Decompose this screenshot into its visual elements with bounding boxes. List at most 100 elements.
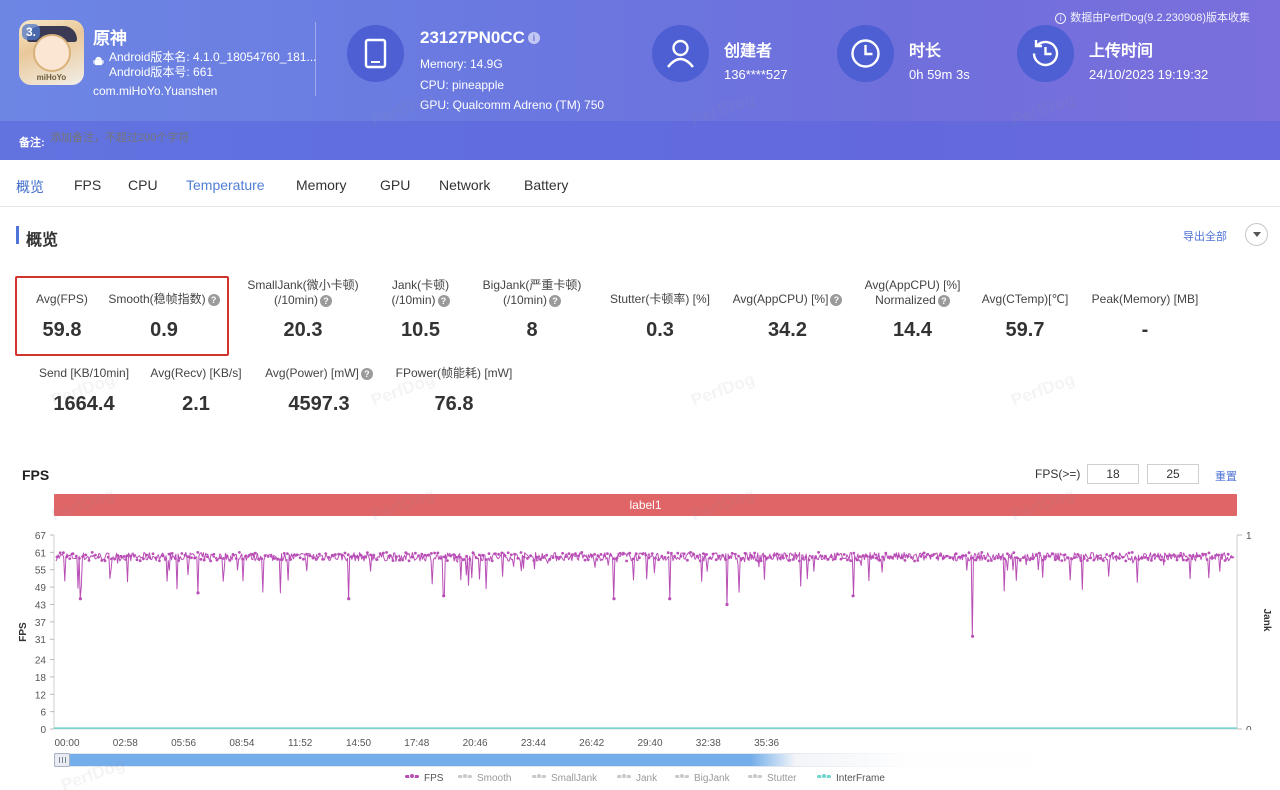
fps-point bbox=[878, 558, 881, 562]
remark-label: 备注: bbox=[19, 137, 45, 149]
legend-item-jank[interactable]: Jank bbox=[617, 773, 657, 784]
tab-overview[interactable]: 概览 bbox=[16, 179, 44, 195]
fps-point bbox=[1038, 551, 1041, 555]
fps-point bbox=[903, 559, 907, 562]
help-icon[interactable]: ? bbox=[360, 368, 373, 380]
remark-bar: 备注: bbox=[0, 121, 1280, 160]
help-icon[interactable]: ? bbox=[549, 295, 561, 307]
fps-point bbox=[292, 553, 296, 557]
timeline-scrollbar-handle[interactable] bbox=[54, 753, 70, 767]
fps-point bbox=[388, 554, 392, 558]
fps-point bbox=[100, 559, 104, 562]
fps-point bbox=[359, 553, 363, 557]
export-all-link[interactable]: 导出全部 bbox=[1183, 231, 1227, 243]
metric-label: Jank(卡顿) bbox=[391, 278, 450, 292]
tab-fps[interactable]: FPS bbox=[74, 177, 102, 193]
fps-point bbox=[1198, 554, 1201, 558]
tab-network[interactable]: Network bbox=[439, 177, 491, 193]
legend-item-bigjank[interactable]: BigJank bbox=[675, 773, 730, 784]
fps-threshold-input-1[interactable] bbox=[1087, 464, 1139, 484]
legend-label: Jank bbox=[636, 773, 658, 784]
help-icon[interactable]: ? bbox=[830, 294, 843, 306]
metric-value: 2.1 bbox=[182, 393, 210, 415]
fps-point bbox=[1204, 553, 1208, 556]
fps-point bbox=[1028, 558, 1032, 562]
x-tick-label: 20:46 bbox=[463, 738, 488, 749]
y2-tick-label: 1 bbox=[1246, 531, 1252, 542]
help-icon[interactable]: ? bbox=[207, 294, 220, 306]
fps-point bbox=[631, 557, 635, 561]
fps-point bbox=[404, 551, 408, 555]
fps-point bbox=[1092, 558, 1096, 562]
fps-point bbox=[154, 556, 158, 560]
fps-point bbox=[932, 553, 936, 556]
help-icon[interactable]: ? bbox=[437, 295, 450, 307]
timeline-scrollbar[interactable] bbox=[54, 753, 1237, 767]
metric-stutter: Stutter(卡顿率) [%] 0.3 bbox=[600, 292, 720, 342]
tab-temperature[interactable]: Temperature bbox=[186, 177, 265, 193]
fps-point bbox=[417, 554, 420, 557]
tab-battery[interactable]: Battery bbox=[524, 177, 569, 193]
fps-point bbox=[257, 557, 260, 561]
fps-point bbox=[302, 557, 305, 561]
fps-point bbox=[727, 556, 731, 560]
fps-dip-point bbox=[442, 594, 446, 598]
legend-item-interframe[interactable]: InterFrame bbox=[817, 773, 885, 784]
creator-label: 创建者 bbox=[724, 43, 773, 60]
legend-label: Stutter bbox=[767, 773, 797, 784]
fps-point bbox=[650, 552, 654, 555]
fps-point bbox=[1150, 559, 1153, 562]
help-icon[interactable]: ? bbox=[320, 295, 332, 307]
reset-link[interactable]: 重置 bbox=[1215, 471, 1237, 483]
fps-point bbox=[529, 554, 532, 557]
y-tick-label: 43 bbox=[35, 600, 47, 611]
tab-memory[interactable]: Memory bbox=[296, 177, 347, 193]
section-accent-bar bbox=[16, 226, 19, 244]
fps-point bbox=[1175, 558, 1179, 562]
fps-point bbox=[225, 554, 229, 558]
legend-item-stutter[interactable]: Stutter bbox=[748, 773, 796, 784]
fps-point bbox=[1169, 554, 1172, 557]
tab-cpu[interactable]: CPU bbox=[128, 177, 158, 193]
fps-point bbox=[641, 552, 644, 556]
app-version-block: Android版本名: 4.1.0_18054760_181... Androi… bbox=[93, 50, 316, 80]
device-info-icon[interactable]: i bbox=[527, 32, 540, 44]
fps-point bbox=[868, 555, 872, 558]
collapse-button[interactable] bbox=[1245, 223, 1268, 246]
y-tick-label: 67 bbox=[35, 531, 47, 542]
fps-point bbox=[183, 553, 187, 557]
fps-point bbox=[1082, 557, 1086, 560]
fps-point bbox=[462, 558, 465, 562]
fps-point bbox=[407, 559, 411, 563]
fps-point bbox=[519, 551, 523, 554]
help-icon[interactable]: ? bbox=[937, 295, 950, 307]
fps-point bbox=[881, 555, 884, 559]
fps-point bbox=[1194, 555, 1198, 558]
fps-point bbox=[1201, 552, 1204, 556]
fps-point bbox=[343, 551, 347, 555]
fps-point bbox=[599, 553, 603, 556]
metric-label-sub: (/10min)? bbox=[368, 293, 473, 308]
fps-point bbox=[593, 553, 596, 556]
fps-point bbox=[471, 551, 475, 555]
fps-point bbox=[74, 554, 78, 558]
fps-point bbox=[970, 556, 974, 560]
metric-avg-fps: Avg(FPS) 59.8 bbox=[22, 292, 102, 342]
legend-item-smalljank[interactable]: SmallJank bbox=[532, 773, 597, 784]
y-tick-label: 12 bbox=[35, 690, 47, 701]
legend-item-smooth[interactable]: Smooth bbox=[458, 773, 511, 784]
fps-threshold-input-2[interactable] bbox=[1147, 464, 1199, 484]
remark-input[interactable] bbox=[50, 132, 350, 144]
label-band[interactable]: label1 bbox=[54, 494, 1237, 516]
metric-value: 76.8 bbox=[434, 393, 474, 415]
fps-point bbox=[305, 552, 308, 556]
fps-point bbox=[1130, 551, 1134, 554]
fps-point bbox=[87, 559, 91, 562]
x-tick-label: 08:54 bbox=[229, 738, 254, 749]
fps-dip-point bbox=[347, 597, 351, 601]
metric-fpower: FPower(帧能耗) [mW] 76.8 bbox=[390, 366, 518, 416]
legend-item-fps[interactable]: FPS bbox=[405, 773, 443, 784]
fps-point bbox=[647, 556, 651, 560]
timeline-scrollbar-range[interactable] bbox=[55, 754, 795, 766]
tab-gpu[interactable]: GPU bbox=[380, 177, 411, 193]
